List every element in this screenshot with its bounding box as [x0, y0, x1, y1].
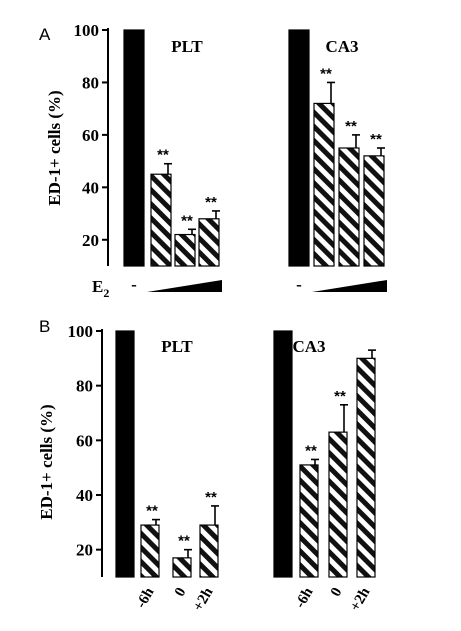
- dose-ramp: [312, 280, 387, 292]
- significance-label: **: [320, 65, 332, 82]
- treatment-bar: [174, 233, 196, 267]
- y-tick-label: 60: [82, 126, 99, 145]
- y-tick-label: 20: [76, 541, 93, 560]
- category-label: -6h: [133, 584, 158, 611]
- treatment-bar: [356, 357, 376, 578]
- significance-label: **: [370, 131, 382, 148]
- category-label: -6h: [292, 584, 317, 611]
- panel-letter: A: [39, 25, 51, 44]
- significance-label: **: [345, 118, 357, 135]
- control-bar: [288, 29, 310, 267]
- y-tick-label: 80: [76, 377, 93, 396]
- treatment-bar: [328, 431, 348, 578]
- control-bar: [123, 29, 145, 267]
- category-label: +2h: [190, 584, 216, 614]
- significance-label: **: [157, 147, 169, 164]
- control-label: -: [131, 275, 137, 294]
- treatment-bar: [313, 102, 335, 267]
- group-label: PLT: [161, 337, 193, 356]
- y-tick-label: 20: [82, 231, 99, 250]
- y-tick-label: 100: [68, 322, 94, 341]
- control-label: -: [296, 275, 302, 294]
- significance-label: **: [334, 388, 346, 405]
- treatment-bar: [172, 557, 192, 578]
- panel-b: B 100 80 60 40 20 ED-1+ cells (%) PLT ** -6h ** 0 **…: [37, 317, 376, 614]
- significance-label: **: [146, 503, 158, 520]
- treatment-bar: [299, 464, 319, 578]
- y-tick-label: 60: [76, 431, 93, 450]
- y-axis-label: ED-1+ cells (%): [45, 90, 64, 205]
- significance-label: **: [205, 194, 217, 211]
- treatment-bar: [140, 524, 160, 578]
- control-bar: [115, 330, 135, 578]
- category-label: +2h: [347, 584, 373, 614]
- treatment-bar: [199, 524, 219, 578]
- panel-letter: B: [39, 317, 50, 336]
- group-label: PLT: [171, 37, 203, 56]
- y-tick-label: 40: [76, 486, 93, 505]
- category-label: 0: [172, 585, 190, 599]
- category-label: 0: [328, 585, 346, 599]
- y-tick-label: 100: [74, 21, 100, 40]
- treatment-label: E2: [92, 277, 109, 300]
- treatment-bar: [363, 155, 385, 267]
- significance-label: **: [181, 212, 193, 229]
- y-tick-label: 40: [82, 178, 99, 197]
- group-label: CA3: [325, 37, 358, 56]
- dose-ramp: [147, 280, 222, 292]
- panel-a: A 100 80 60 40 20 ED-1+ cells (%) PLT ** ** ** - CA3…: [39, 21, 387, 300]
- significance-label: **: [305, 442, 317, 459]
- treatment-bar: [338, 147, 360, 267]
- significance-label: **: [178, 533, 190, 550]
- treatment-bar: [150, 173, 172, 267]
- y-tick-label: 80: [82, 73, 99, 92]
- treatment-bar: [198, 218, 220, 267]
- significance-label: **: [205, 489, 217, 506]
- control-bar: [273, 330, 293, 578]
- y-axis-label: ED-1+ cells (%): [37, 404, 56, 519]
- group-label: CA3: [292, 337, 325, 356]
